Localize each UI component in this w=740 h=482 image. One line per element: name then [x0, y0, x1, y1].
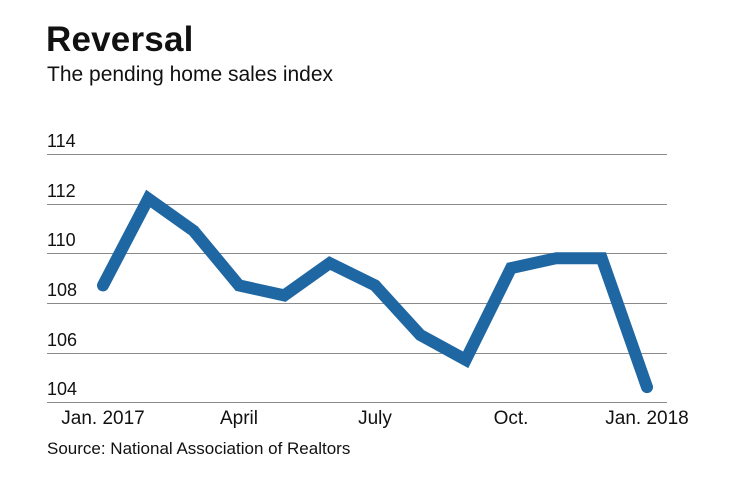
- x-tick-label: Jan. 2017: [61, 408, 145, 429]
- y-tick-label: 106: [47, 330, 78, 350]
- gridline: [47, 204, 667, 205]
- x-tick-label: Jan. 2018: [605, 408, 689, 429]
- series-line: [97, 189, 653, 394]
- y-tick-label: 114: [47, 131, 76, 151]
- x-tick-label: July: [358, 408, 392, 429]
- y-tick-label: 110: [47, 230, 76, 250]
- y-tick-label: 108: [47, 280, 78, 300]
- y-tick-label: 112: [47, 181, 76, 201]
- gridline: [47, 154, 667, 155]
- source-note: Source: National Association of Realtors: [47, 439, 351, 458]
- gridline: [47, 253, 667, 254]
- gridline: [47, 303, 667, 304]
- y-tick-label: 104: [47, 379, 78, 399]
- chart-title: Reversal: [46, 20, 194, 59]
- chart-subtitle: The pending home sales index: [47, 63, 334, 86]
- gridline: [47, 402, 667, 403]
- x-tick-label: Oct.: [493, 408, 529, 429]
- gridline: [47, 353, 667, 354]
- x-tick-label: April: [219, 408, 259, 429]
